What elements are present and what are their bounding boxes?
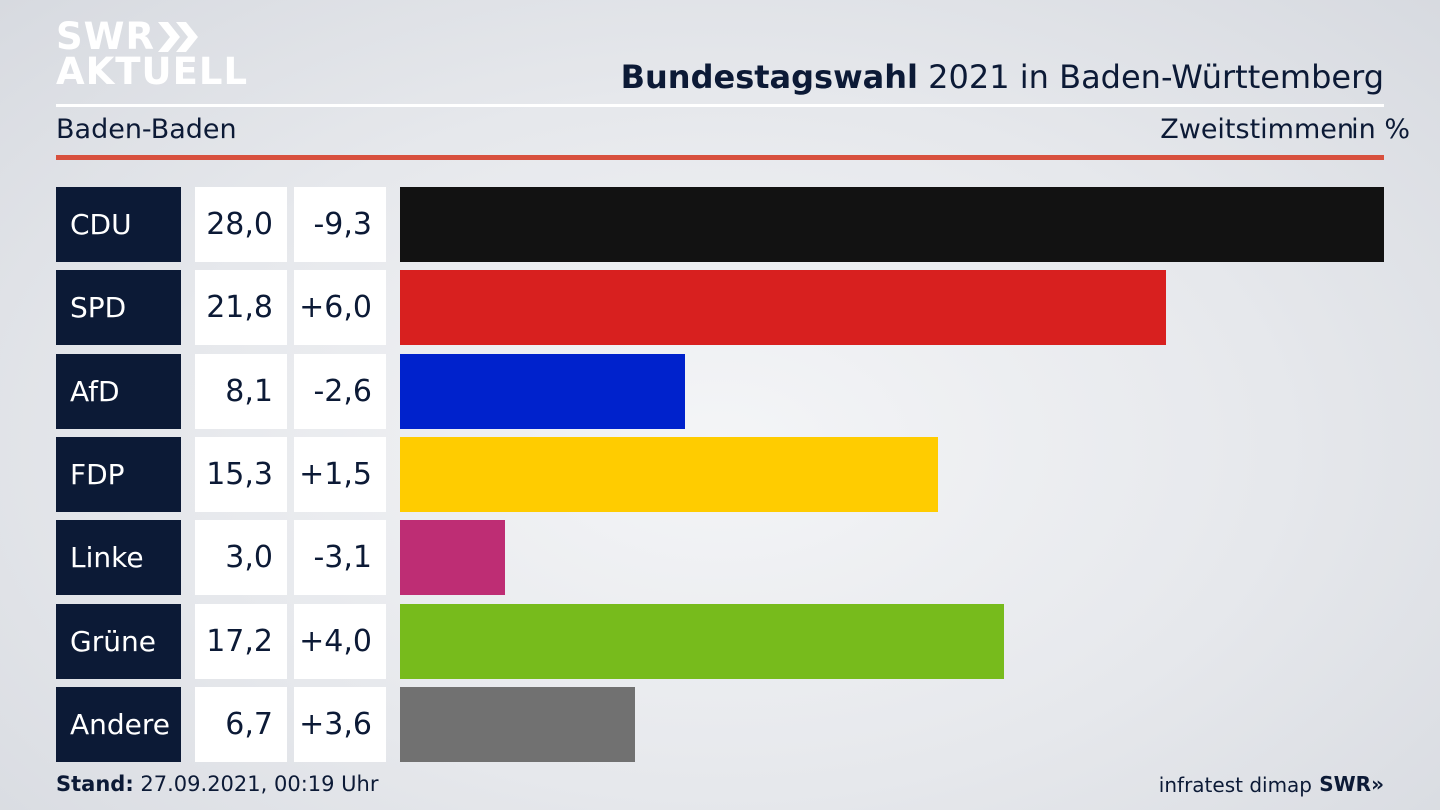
logo-line-1: SWR — [56, 15, 155, 58]
change-label: +1,5 — [294, 436, 386, 512]
logo-line-2: AKTUELL — [56, 50, 249, 93]
bar — [400, 603, 1004, 679]
value-label: 21,8 — [195, 270, 287, 346]
party-label: FDP — [56, 436, 181, 512]
value-label: 28,0 — [195, 187, 287, 262]
change-label: -2,6 — [294, 353, 386, 429]
bar — [400, 520, 505, 596]
party-label: AfD — [56, 353, 181, 429]
bar — [400, 187, 1384, 262]
value-label: 3,0 — [195, 520, 287, 596]
title-bold: Bundestagswahl — [620, 58, 918, 96]
swr-footer-text: SWR — [1319, 772, 1372, 796]
bar-row: SPD 21,8 +6,0 — [0, 270, 1440, 346]
value-label: 6,7 — [195, 686, 287, 762]
party-label: Grüne — [56, 603, 181, 679]
title-rest: 2021 in Baden-Württemberg — [917, 58, 1384, 96]
bar-row: Grüne 17,2 +4,0 — [0, 603, 1440, 679]
bar — [400, 686, 635, 762]
vote-type-label: Zweitstimmen — [1160, 114, 1354, 145]
change-label: +4,0 — [294, 603, 386, 679]
change-label: +6,0 — [294, 270, 386, 346]
source-label: infratest dimap — [1158, 773, 1312, 797]
bar — [400, 353, 685, 429]
party-label: Linke — [56, 520, 181, 596]
swr-footer-logo: SWR» — [1319, 772, 1384, 796]
stand-value: 27.09.2021, 00:19 Uhr — [133, 772, 379, 796]
bar — [400, 270, 1166, 346]
swr-aktuell-logo: SWR AKTUELL — [56, 15, 247, 90]
change-label: -9,3 — [294, 187, 386, 262]
party-label: Andere — [56, 686, 181, 762]
double-chevron-icon — [158, 22, 198, 52]
header-divider — [56, 104, 1384, 107]
stand-label: Stand: — [56, 772, 134, 796]
double-chevron-small-icon: » — [1371, 772, 1384, 796]
bar — [400, 436, 938, 512]
timestamp: Stand: 27.09.2021, 00:19 Uhr — [56, 772, 379, 796]
change-label: +3,6 — [294, 686, 386, 762]
party-label: SPD — [56, 270, 181, 346]
party-label: CDU — [56, 187, 181, 262]
bar-row: CDU 28,0 -9,3 — [0, 187, 1440, 262]
value-label: 8,1 — [195, 353, 287, 429]
bar-row: Andere 6,7 +3,6 — [0, 686, 1440, 762]
chart-title: Bundestagswahl 2021 in Baden-Württemberg — [621, 58, 1384, 96]
bar-row: FDP 15,3 +1,5 — [0, 436, 1440, 512]
value-label: 17,2 — [195, 603, 287, 679]
bar-row: AfD 8,1 -2,6 — [0, 353, 1440, 429]
value-label: 15,3 — [195, 436, 287, 512]
bar-row: Linke 3,0 -3,1 — [0, 520, 1440, 596]
change-label: -3,1 — [294, 520, 386, 596]
accent-divider — [56, 155, 1384, 160]
unit-label: in % — [1351, 114, 1410, 145]
region-label: Baden-Baden — [56, 114, 237, 145]
